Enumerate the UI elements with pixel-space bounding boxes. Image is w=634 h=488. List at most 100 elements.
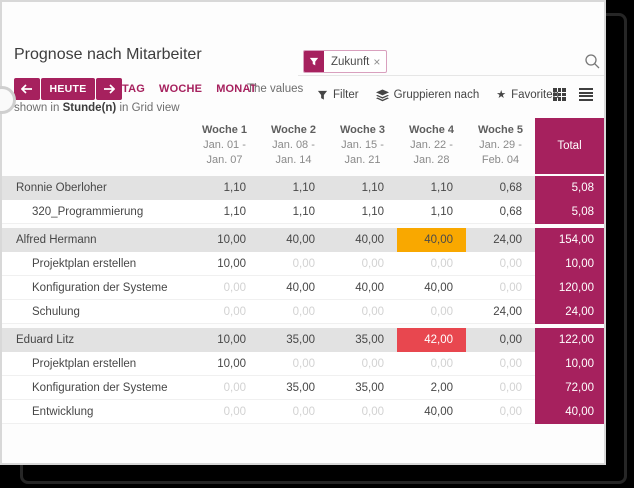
grid-cell[interactable]: 0,68 xyxy=(499,206,522,218)
row-label-task: 320_Programmierung xyxy=(32,206,144,218)
grid-cell-total: 120,00 xyxy=(535,276,604,300)
facet-filter-icon xyxy=(304,51,324,72)
row-label-task: Projektplan erstellen xyxy=(32,258,137,270)
column-header-week-2: Woche 2 Jan. 08 - Jan. 14 xyxy=(270,124,317,166)
grid-cell[interactable]: 0,00 xyxy=(223,282,246,294)
facet-remove-icon[interactable]: × xyxy=(373,54,381,69)
grid-cell[interactable]: 42,00 xyxy=(397,328,466,352)
grid-cell-total: 154,00 xyxy=(535,228,604,252)
grid-cell[interactable]: 0,00 xyxy=(430,258,453,270)
column-header-week-4: Woche 4 Jan. 22 - Jan. 28 xyxy=(408,124,455,166)
row-label-group[interactable]: Eduard Litz xyxy=(16,334,75,346)
row-label-group[interactable]: Alfred Hermann xyxy=(16,234,97,246)
column-header-week-1: Woche 1 Jan. 01 - Jan. 07 xyxy=(201,124,248,166)
grid-cell[interactable]: 0,00 xyxy=(430,306,453,318)
grid-cell[interactable]: 40,00 xyxy=(355,234,384,246)
filter-menu[interactable]: Filter xyxy=(317,89,359,101)
grid-cell[interactable]: 24,00 xyxy=(493,234,522,246)
range-monat[interactable]: MONAT xyxy=(216,83,257,95)
grid-cell-total: 10,00 xyxy=(535,352,604,376)
grid-cell[interactable]: 0,00 xyxy=(361,258,384,270)
filter-menu-label: Filter xyxy=(333,89,359,101)
row-label-group[interactable]: Ronnie Oberloher xyxy=(16,182,107,194)
grid-cell[interactable]: 0,00 xyxy=(292,358,315,370)
grid-task-row: Entwicklung 0,00 0,00 0,00 40,00 0,00 40,00 xyxy=(2,400,604,424)
grid-cell-total: 10,00 xyxy=(535,252,604,276)
grid-task-row: Konfiguration der Systeme 0,00 35,00 35,00 2… xyxy=(2,376,604,400)
prev-button[interactable] xyxy=(14,78,40,100)
grid-cell[interactable]: 40,00 xyxy=(424,282,453,294)
grid-cell-total: 72,00 xyxy=(535,376,604,400)
grid-group-row[interactable]: Ronnie Oberloher 1,10 1,10 1,10 1,10 0,68 5,08 xyxy=(2,176,604,200)
grid-cell[interactable]: 0,00 xyxy=(361,406,384,418)
grid-header-weeks: Woche 1 Jan. 01 - Jan. 07 Woche 2 Jan. 08 -J… xyxy=(190,118,535,174)
favorites-menu[interactable]: ★ Favoriten xyxy=(496,89,559,101)
grid-task-row: Projektplan erstellen 10,00 0,00 0,00 0,00 0,… xyxy=(2,352,604,376)
grid-cell[interactable]: 40,00 xyxy=(424,406,453,418)
row-label-task: Projektplan erstellen xyxy=(32,358,137,370)
grid-cell[interactable]: 0,00 xyxy=(223,406,246,418)
grid-cell[interactable]: 24,00 xyxy=(493,306,522,318)
grid-cell[interactable]: 1,10 xyxy=(223,182,246,194)
funnel-icon xyxy=(317,90,328,100)
favorites-menu-label: Favoriten xyxy=(511,89,560,101)
page-title: Prognose nach Mitarbeiter xyxy=(14,46,202,63)
search-menus: Filter Gruppieren nach ★ Favoriten xyxy=(317,87,559,103)
grid-task-row: Schulung 0,00 0,00 0,00 0,00 24,00 24,00 xyxy=(2,300,604,324)
grid-group-row[interactable]: Eduard Litz 10,00 35,00 35,00 42,00 0,00 122,0… xyxy=(2,328,604,352)
grid-task-row: 320_Programmierung 1,10 1,10 1,10 1,10 0,68 5,… xyxy=(2,200,604,224)
grid-cell[interactable]: 0,68 xyxy=(499,182,522,194)
grid-cell[interactable]: 10,00 xyxy=(217,234,246,246)
list-view-icon[interactable] xyxy=(579,88,593,101)
grid-cell[interactable]: 35,00 xyxy=(286,382,315,394)
grid-cell[interactable]: 1,10 xyxy=(430,182,453,194)
grid-cell[interactable]: 0,00 xyxy=(499,406,522,418)
left-edge-notch xyxy=(0,86,16,114)
grid-cell[interactable]: 0,00 xyxy=(292,306,315,318)
groupby-menu[interactable]: Gruppieren nach xyxy=(375,88,479,102)
grid-cell[interactable]: 1,10 xyxy=(361,182,384,194)
grid-cell[interactable]: 35,00 xyxy=(355,382,384,394)
group-spacer xyxy=(2,324,604,328)
range-tag[interactable]: TAG xyxy=(122,83,146,95)
grid-cell-total: 122,00 xyxy=(535,328,604,352)
unit-note-line1: The values xyxy=(247,83,304,95)
grid-cell[interactable]: 1,10 xyxy=(361,206,384,218)
grid-cell[interactable]: 10,00 xyxy=(217,258,246,270)
grid-cell[interactable]: 40,00 xyxy=(286,282,315,294)
today-button[interactable]: HEUTE xyxy=(41,78,95,100)
grid-cell[interactable]: 2,00 xyxy=(430,382,453,394)
grid-cell[interactable]: 10,00 xyxy=(217,334,246,346)
grid-cell[interactable]: 40,00 xyxy=(286,234,315,246)
grid-cell[interactable]: 35,00 xyxy=(355,334,384,346)
range-woche[interactable]: WOCHE xyxy=(159,83,203,95)
grid-cell-total: 5,08 xyxy=(535,200,604,224)
grid-cell[interactable]: 0,00 xyxy=(430,358,453,370)
grid-cell[interactable]: 0,00 xyxy=(499,282,522,294)
grid-cell[interactable]: 0,00 xyxy=(499,258,522,270)
grid-cell[interactable]: 0,00 xyxy=(499,334,522,346)
grid-view-icon[interactable] xyxy=(553,88,566,101)
grid-cell[interactable]: 1,10 xyxy=(292,206,315,218)
grid-cell[interactable]: 0,00 xyxy=(223,382,246,394)
grid-cell[interactable]: 0,00 xyxy=(361,306,384,318)
grid-cell[interactable]: 0,00 xyxy=(499,382,522,394)
grid-cell[interactable]: 1,10 xyxy=(223,206,246,218)
grid-cell[interactable]: 1,10 xyxy=(430,206,453,218)
grid-cell[interactable]: 1,10 xyxy=(292,182,315,194)
next-button[interactable] xyxy=(96,78,122,100)
grid-cell[interactable]: 0,00 xyxy=(292,406,315,418)
grid-cell[interactable]: 10,00 xyxy=(217,358,246,370)
search-icon[interactable] xyxy=(584,53,600,69)
grid-cell[interactable]: 0,00 xyxy=(499,358,522,370)
grid-cell[interactable]: 0,00 xyxy=(223,306,246,318)
search-facet[interactable]: Zukunft × xyxy=(303,50,388,73)
grid-cell[interactable]: 40,00 xyxy=(355,282,384,294)
grid-cell[interactable]: 40,00 xyxy=(397,228,466,252)
grid-cell[interactable]: 0,00 xyxy=(292,258,315,270)
grid-cell[interactable]: 0,00 xyxy=(361,358,384,370)
grid-group-row[interactable]: Alfred Hermann 10,00 40,00 40,00 40,00 24,00 1… xyxy=(2,228,604,252)
grid-cell[interactable]: 35,00 xyxy=(286,334,315,346)
date-nav-group: HEUTE xyxy=(14,78,122,100)
row-label-task: Entwicklung xyxy=(32,406,94,418)
